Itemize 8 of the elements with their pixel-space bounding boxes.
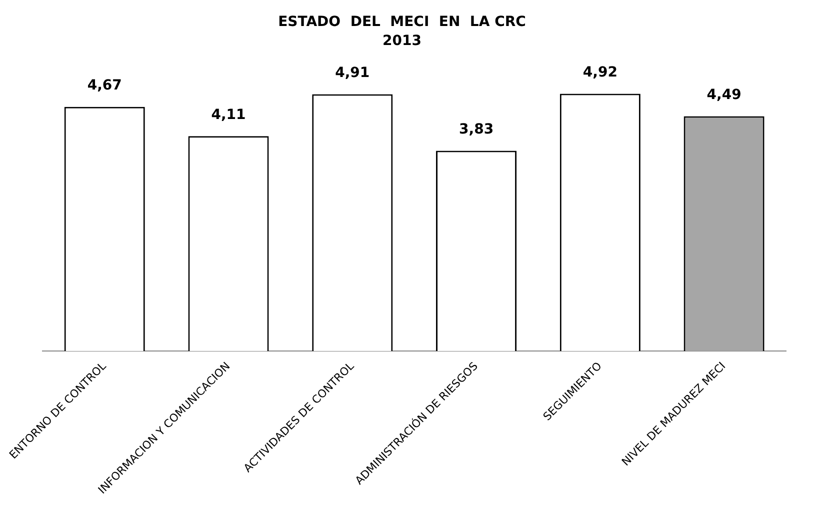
data-label: 4,92 xyxy=(582,64,618,80)
data-label: 3,83 xyxy=(459,121,494,138)
data-label: 4,67 xyxy=(87,77,122,94)
chart-title: ESTADO DEL MECI EN LA CRC xyxy=(278,14,526,30)
chart-subtitle: 2013 xyxy=(382,32,422,49)
data-label: 4,49 xyxy=(706,86,742,103)
data-label: 4,11 xyxy=(211,106,246,123)
data-label: 4,91 xyxy=(335,64,370,81)
